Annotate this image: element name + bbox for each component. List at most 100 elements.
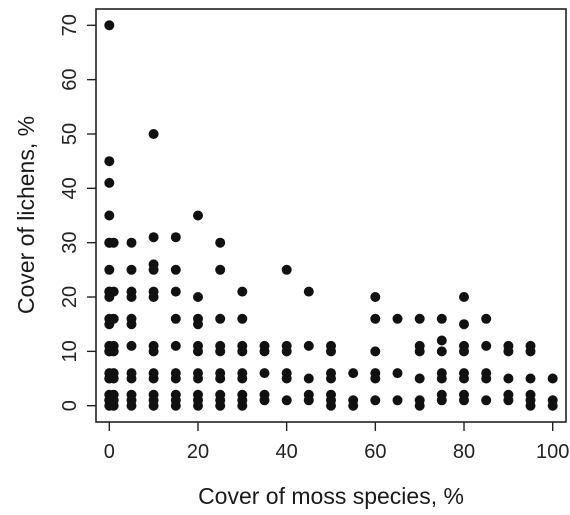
data-point [281, 264, 292, 275]
data-point [525, 400, 536, 411]
data-point [481, 373, 492, 384]
data-point [237, 346, 248, 357]
data-point [392, 395, 403, 406]
y-axis-title: Cover of lichens, % [13, 116, 39, 314]
data-points [104, 20, 558, 411]
data-point [547, 373, 558, 384]
data-point [348, 368, 359, 379]
data-point [148, 292, 159, 302]
y-tick-label: 10 [59, 340, 81, 362]
data-point [370, 373, 381, 384]
data-point [281, 373, 292, 384]
data-point [326, 346, 336, 357]
data-point [215, 400, 226, 411]
data-point [481, 340, 492, 351]
data-point [414, 373, 425, 384]
data-point [215, 373, 226, 384]
data-point [326, 373, 336, 384]
data-point [193, 346, 203, 357]
data-point [148, 346, 159, 357]
data-point [237, 313, 248, 324]
data-point [215, 264, 226, 275]
data-point [370, 346, 381, 357]
data-point [126, 340, 137, 351]
data-point [148, 129, 159, 139]
y-tick-label: 50 [59, 123, 81, 145]
data-point [348, 400, 359, 411]
y-tick-label: 60 [59, 69, 81, 91]
y-tick-label: 70 [59, 14, 81, 36]
x-axis: 0 20 40 60 80 100 [104, 422, 569, 463]
x-tick-label: 20 [187, 441, 209, 463]
data-point [503, 373, 514, 384]
data-point [303, 395, 314, 406]
data-point [108, 400, 119, 411]
data-point [148, 373, 159, 384]
data-point [170, 373, 181, 384]
data-point [436, 373, 447, 384]
x-tick-label: 40 [276, 441, 298, 463]
data-point [170, 313, 181, 324]
data-point [170, 340, 181, 351]
x-tick-label: 100 [536, 441, 569, 463]
data-point [503, 395, 514, 406]
plot-frame [95, 8, 567, 423]
data-point [370, 395, 381, 406]
data-point [170, 400, 181, 411]
data-point [459, 346, 469, 357]
y-tick-label: 40 [59, 177, 81, 199]
data-point [303, 340, 314, 351]
y-tick-label: 30 [59, 232, 81, 254]
data-point [503, 346, 514, 357]
data-point [108, 286, 119, 297]
data-point [459, 395, 469, 406]
data-point [215, 313, 226, 324]
data-point [170, 286, 181, 297]
data-point [370, 313, 381, 324]
data-point [108, 237, 119, 248]
data-point [326, 400, 336, 411]
data-point [525, 373, 536, 384]
data-point [108, 373, 119, 384]
data-point [148, 400, 159, 411]
data-point [392, 368, 403, 379]
data-point [237, 286, 248, 297]
data-point [303, 373, 314, 384]
data-point [281, 346, 292, 357]
data-point [392, 313, 403, 324]
data-point [170, 232, 181, 243]
x-axis-title: Cover of moss species, % [198, 483, 464, 509]
data-point [126, 319, 137, 330]
data-point [108, 313, 119, 324]
data-point [459, 292, 469, 302]
data-point [237, 400, 248, 411]
data-point [281, 395, 292, 406]
data-point [104, 177, 115, 188]
data-point [259, 368, 270, 379]
data-point [170, 264, 181, 275]
y-tick-label: 0 [59, 400, 81, 411]
data-point [193, 210, 203, 221]
data-point [436, 346, 447, 357]
data-point [481, 395, 492, 406]
data-point [436, 313, 447, 324]
data-point [193, 292, 203, 302]
data-point [259, 346, 270, 357]
data-point [547, 400, 558, 411]
data-point [215, 237, 226, 248]
data-point [237, 373, 248, 384]
data-point [108, 346, 119, 357]
data-point [459, 373, 469, 384]
data-point [104, 156, 115, 167]
data-point [215, 346, 226, 357]
data-point [104, 210, 115, 221]
data-point [148, 264, 159, 275]
data-point [459, 319, 469, 330]
data-point [104, 264, 115, 275]
data-point [193, 373, 203, 384]
data-point [126, 264, 137, 275]
data-point [148, 232, 159, 243]
x-tick-label: 60 [364, 441, 386, 463]
data-point [436, 395, 447, 406]
